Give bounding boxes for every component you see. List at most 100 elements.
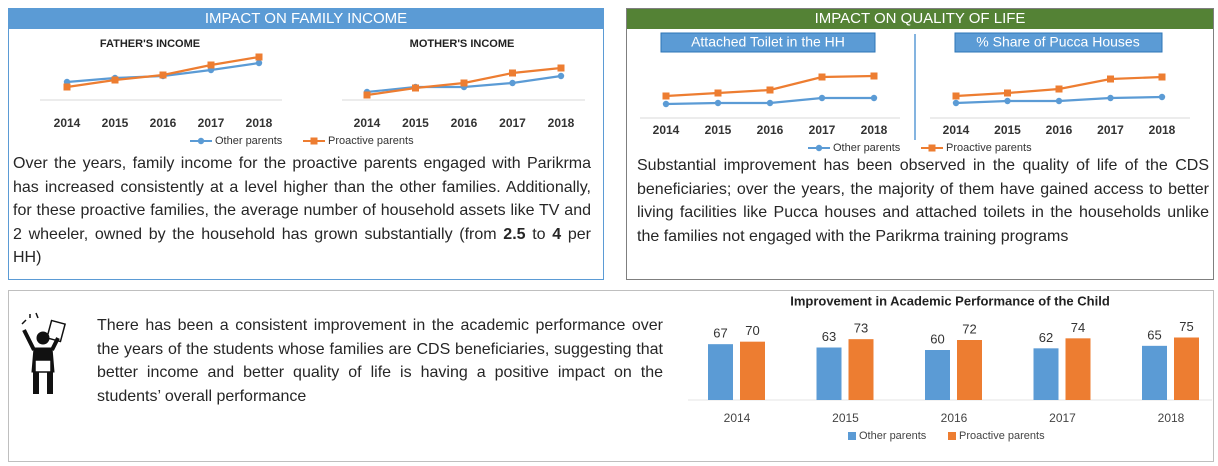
x-tick-label: 2017 xyxy=(809,123,836,137)
x-tick-label: 2015 xyxy=(832,411,859,425)
text: per HH) xyxy=(13,225,592,267)
text: Substantial improvement has been observe… xyxy=(637,157,1209,245)
x-tick-label: 2016 xyxy=(941,411,968,425)
point xyxy=(1107,75,1114,83)
panel-title: IMPACT ON QUALITY OF LIFE xyxy=(627,9,1213,29)
point xyxy=(1055,97,1063,105)
point xyxy=(952,92,960,100)
bar xyxy=(925,350,950,400)
plot-title: Attached Toilet in the HH xyxy=(691,34,845,50)
x-tick-label: 2014 xyxy=(54,116,81,130)
point xyxy=(818,94,826,102)
x-tick-label: 2015 xyxy=(102,116,129,130)
x-tick-label: 2016 xyxy=(451,116,478,130)
value-label: 73 xyxy=(854,321,868,336)
text: to xyxy=(525,225,553,243)
legend-label: Other parents xyxy=(859,430,927,442)
point xyxy=(412,84,419,92)
point xyxy=(1055,85,1063,93)
text: 2.5 xyxy=(503,225,526,243)
income-text: Over the years, family income for the pr… xyxy=(13,152,591,270)
bar xyxy=(957,340,982,400)
panel-title: IMPACT ON FAMILY INCOME xyxy=(9,9,603,29)
point xyxy=(1107,94,1114,102)
point xyxy=(557,72,565,80)
plot-title: % Share of Pucca Houses xyxy=(976,34,1139,50)
point xyxy=(662,100,670,108)
x-tick-label: 2018 xyxy=(548,116,575,130)
point xyxy=(1004,89,1011,97)
bar xyxy=(1033,348,1059,400)
x-tick-label: 2018 xyxy=(246,116,273,130)
x-tick-label: 2016 xyxy=(150,116,177,130)
x-tick-label: 2014 xyxy=(943,123,970,137)
point xyxy=(509,69,516,77)
x-tick-label: 2015 xyxy=(705,123,732,137)
value-label: 75 xyxy=(1179,319,1193,334)
student-icon xyxy=(21,312,67,394)
plot-title: MOTHER'S INCOME xyxy=(410,38,515,50)
x-tick-label: 2016 xyxy=(1046,123,1073,137)
income-panel: IMPACT ON FAMILY INCOME Over the years, … xyxy=(8,8,604,280)
point xyxy=(363,91,371,99)
quality-text: Substantial improvement has been observe… xyxy=(637,154,1209,248)
legend-label: Proactive parents xyxy=(946,142,1032,154)
value-label: 63 xyxy=(822,329,836,344)
text: There has been a consistent improvement … xyxy=(97,317,663,405)
legend-label: Proactive parents xyxy=(328,135,414,147)
legend-marker xyxy=(848,432,856,440)
x-tick-label: 2017 xyxy=(499,116,526,130)
x-tick-label: 2017 xyxy=(1097,123,1124,137)
plot-title-box xyxy=(660,32,876,53)
point xyxy=(662,92,670,100)
value-label: 62 xyxy=(1039,330,1053,345)
value-label: 74 xyxy=(1071,320,1085,335)
point xyxy=(159,71,167,79)
x-tick-label: 2016 xyxy=(757,123,784,137)
value-label: 65 xyxy=(1147,327,1161,342)
point xyxy=(111,76,119,84)
legend-label: Proactive parents xyxy=(959,430,1045,442)
point xyxy=(870,72,878,80)
x-tick-label: 2014 xyxy=(724,411,751,425)
legend-label: Other parents xyxy=(215,135,283,147)
text: Over the years, family income for the pr… xyxy=(13,155,591,243)
point xyxy=(818,73,826,81)
point xyxy=(714,89,722,97)
bar xyxy=(1142,345,1167,400)
legend-marker xyxy=(815,144,823,152)
legend-marker xyxy=(310,137,318,145)
bar xyxy=(1065,338,1091,400)
quality-panel: IMPACT ON QUALITY OF LIFE Substantial im… xyxy=(626,8,1214,280)
legend-marker xyxy=(928,144,936,152)
legend-marker xyxy=(197,137,205,145)
point xyxy=(207,61,215,69)
plot-title: FATHER'S INCOME xyxy=(100,38,200,50)
point xyxy=(870,94,878,102)
point xyxy=(766,99,774,107)
bar xyxy=(816,347,842,400)
point xyxy=(255,59,263,67)
text: 4 xyxy=(552,225,562,243)
value-label: 67 xyxy=(713,326,727,341)
x-tick-label: 2015 xyxy=(402,116,429,130)
x-tick-label: 2018 xyxy=(1158,411,1185,425)
value-label: 72 xyxy=(962,321,976,336)
x-tick-label: 2018 xyxy=(861,123,888,137)
point xyxy=(557,64,565,72)
point xyxy=(509,79,516,87)
point xyxy=(460,79,468,87)
legend-label: Other parents xyxy=(833,142,901,154)
point xyxy=(1158,93,1166,101)
bar xyxy=(740,341,765,400)
point xyxy=(714,99,722,107)
plot-title-box xyxy=(954,32,1163,53)
chart-title: Improvement in Academic Performance of t… xyxy=(790,293,1110,308)
x-tick-label: 2017 xyxy=(198,116,225,130)
point xyxy=(1158,73,1166,81)
point xyxy=(952,99,960,107)
point xyxy=(766,86,774,94)
x-tick-label: 2015 xyxy=(994,123,1021,137)
